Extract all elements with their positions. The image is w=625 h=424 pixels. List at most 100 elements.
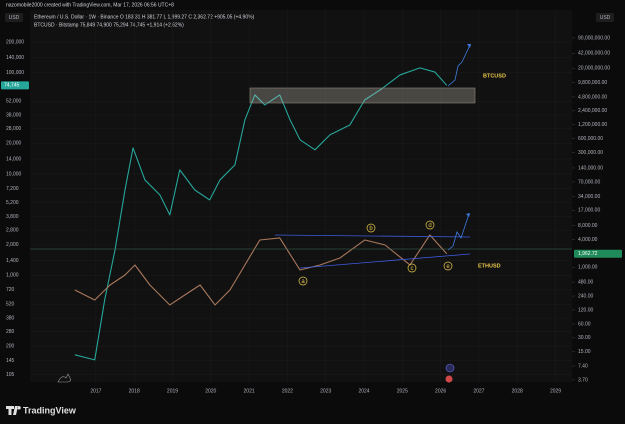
plot-area (30, 10, 572, 382)
y2-tick-label: 4,800,000.00 (578, 94, 607, 100)
y-tick-label: 10,000 (6, 171, 22, 177)
chart-subtitle: BTCUSD · Bitstamp 75,849 74,900 75,294 7… (34, 22, 184, 28)
x-tick-label: 2023 (320, 388, 331, 394)
y2-tick-label: 8,000.00 (578, 223, 598, 229)
y2-tick-label: 9,800,000.00 (578, 80, 607, 86)
y2-tick-label: 7.40 (578, 363, 588, 369)
x-tick-label: 2029 (550, 388, 561, 394)
y2-tick-label: 30.00 (578, 335, 591, 341)
wave-label: c (411, 266, 414, 272)
y-tick-label: 38,000 (6, 112, 22, 118)
x-tick-label: 2017 (90, 388, 101, 394)
x-tick-label: 2025 (397, 388, 408, 394)
currency-box (5, 13, 23, 22)
triangle-upper (274, 234, 471, 238)
x-tick-label: 2028 (512, 388, 523, 394)
support-zone (249, 87, 476, 104)
projection-btc (447, 44, 471, 87)
wave-label: e (446, 264, 450, 270)
y-tick-label: 280 (6, 329, 15, 335)
y2-tick-label: 140,000.00 (578, 165, 603, 171)
logo-mark (57, 373, 71, 383)
x-tick-label: 2018 (129, 388, 140, 394)
triangle-lower (299, 253, 471, 269)
last-price-label: 1,962.72 (578, 251, 598, 257)
y2-tick-label: 70,000.00 (578, 179, 600, 185)
price-line-series (74, 67, 448, 361)
y2-tick-label: 1,200,000.00 (578, 122, 607, 128)
x-tick-label: 2019 (167, 388, 178, 394)
y2-tick-label: 120.00 (578, 307, 594, 313)
brand: TradingView (23, 405, 77, 415)
y-tick-label: 2,800 (6, 227, 19, 233)
y2-tick-label: 34,000.00 (578, 194, 600, 200)
x-tick-label: 2027 (473, 388, 484, 394)
y-tick-label: 105 (6, 372, 15, 378)
series-label: ETHUSD (478, 263, 501, 269)
last-price-label: 74,745 (4, 83, 20, 89)
y-tick-label: 100,000 (6, 70, 24, 76)
x-tick-label: 2024 (358, 388, 369, 394)
y2-tick-label: 4,000.00 (578, 237, 598, 243)
y2-tick-label: 1,000.00 (578, 265, 598, 271)
attribution: nazomobile2000 created with TradingView.… (6, 2, 174, 8)
series-label: BTCUSD (483, 73, 506, 79)
arrow-head (466, 213, 470, 217)
y-tick-label: 28,000 (6, 126, 22, 132)
currency-right: USD (600, 15, 611, 21)
x-tick-label: 2021 (244, 388, 255, 394)
y-tick-label: 140,000 (6, 55, 24, 61)
wave-circle (443, 261, 453, 271)
y-tick-label: 520 (6, 302, 15, 308)
x-tick-label: 2022 (282, 388, 293, 394)
x-tick-label: 2026 (435, 388, 446, 394)
price-line-series (74, 234, 448, 306)
y2-tick-label: 20,000,000.00 (578, 66, 610, 72)
y-tick-label: 5,200 (6, 200, 19, 206)
y-tick-label: 52,000 (6, 99, 22, 105)
y2-tick-label: 17,000.00 (578, 208, 600, 214)
event-icon[interactable] (445, 363, 455, 373)
y2-tick-label: 300,000.00 (578, 150, 603, 156)
y-tick-label: 14,000 (6, 156, 22, 162)
y-tick-label: 380 (6, 315, 15, 321)
arrow-head (467, 44, 471, 48)
y-tick-label: 145 (6, 358, 15, 364)
wave-circle (425, 220, 435, 230)
y-tick-label: 20,000 (6, 141, 22, 147)
wave-circle (298, 276, 308, 286)
wave-circle (407, 263, 417, 273)
y-tick-label: 1,000 (6, 273, 19, 279)
chart-title: Ethereum / U.S. Dollar · 1W · Binance O … (34, 14, 255, 20)
y-tick-label: 200 (6, 344, 15, 350)
y-tick-label: 200,000 (6, 39, 24, 45)
y2-tick-label: 60.00 (578, 321, 591, 327)
brand-logo (6, 406, 21, 415)
currency-left: USD (9, 15, 20, 21)
y2-tick-label: 3.70 (578, 377, 588, 383)
x-tick-label: 2020 (205, 388, 216, 394)
wave-label: b (369, 226, 373, 232)
currency-box (596, 13, 614, 22)
y-tick-label: 2,000 (6, 242, 19, 248)
wave-circle (366, 223, 376, 233)
y2-tick-label: 480.00 (578, 279, 594, 285)
y2-tick-label: 2,400,000.00 (578, 108, 607, 114)
y-tick-label: 3,800 (6, 214, 19, 220)
projection-eth (447, 213, 470, 251)
event-icon[interactable] (445, 375, 453, 383)
y2-tick-label: 15.00 (578, 349, 591, 355)
y2-tick-label: 600,000.00 (578, 136, 603, 142)
last-price-tag (1, 81, 29, 90)
y-tick-label: 720 (6, 287, 15, 293)
wave-label: d (428, 223, 431, 229)
marks (30, 10, 572, 382)
wave-label: a (301, 279, 305, 285)
y2-tick-label: 42,000,000.00 (578, 51, 610, 57)
last-price-tag (574, 249, 622, 258)
y-tick-label: 1,400 (6, 258, 19, 264)
y2-tick-label: 240.00 (578, 293, 594, 299)
y-tick-label: 7,200 (6, 186, 19, 192)
